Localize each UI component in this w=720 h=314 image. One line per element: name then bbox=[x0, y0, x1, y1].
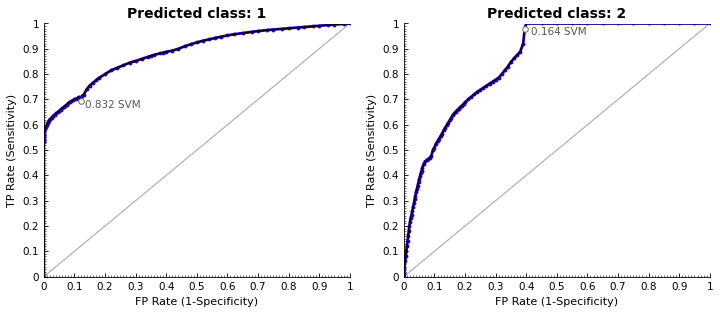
Text: 0.164 SVM: 0.164 SVM bbox=[531, 27, 586, 37]
Title: Predicted class: 1: Predicted class: 1 bbox=[127, 7, 266, 21]
Y-axis label: TP Rate (Sensitivity): TP Rate (Sensitivity) bbox=[367, 94, 377, 207]
Title: Predicted class: 2: Predicted class: 2 bbox=[487, 7, 626, 21]
X-axis label: FP Rate (1-Specificity): FP Rate (1-Specificity) bbox=[135, 297, 258, 307]
Text: 0.832 SVM: 0.832 SVM bbox=[85, 100, 141, 110]
Y-axis label: TP Rate (Sensitivity): TP Rate (Sensitivity) bbox=[7, 94, 17, 207]
X-axis label: FP Rate (1-Specificity): FP Rate (1-Specificity) bbox=[495, 297, 618, 307]
